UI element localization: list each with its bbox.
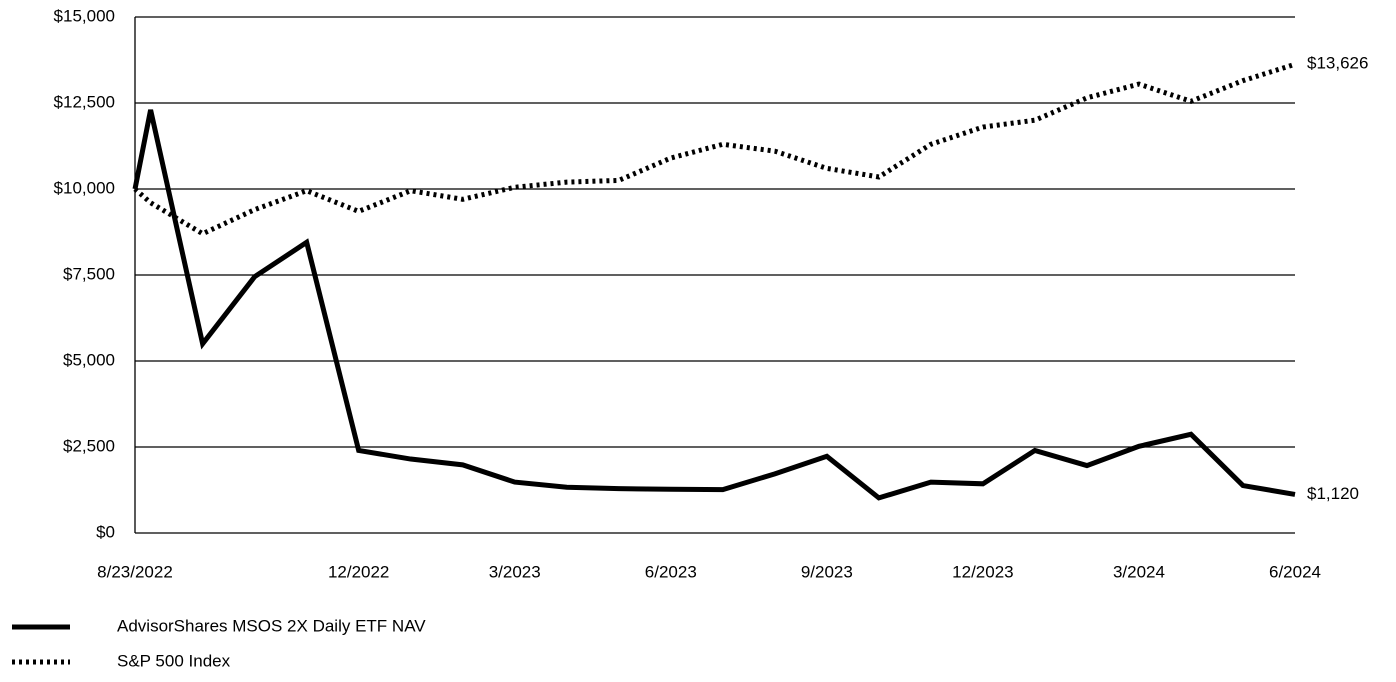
y-tick-label: $5,000 <box>63 350 115 369</box>
x-tick-label: 6/2023 <box>645 562 697 581</box>
value-label: $1,120 <box>1307 484 1359 503</box>
value-label: $13,626 <box>1307 54 1368 73</box>
y-tick-label: $2,500 <box>63 436 115 455</box>
x-tick-label: 3/2023 <box>489 562 541 581</box>
x-tick-label: 9/2023 <box>801 562 853 581</box>
series-line <box>133 61 1296 237</box>
series-line <box>132 109 1296 501</box>
x-tick-label: 12/2023 <box>952 562 1013 581</box>
x-tick-label: 3/2024 <box>1113 562 1165 581</box>
x-tick-label: 6/2024 <box>1269 562 1321 581</box>
y-tick-label: $10,000 <box>54 178 115 197</box>
y-tick-label: $15,000 <box>54 6 115 25</box>
x-tick-label: 8/23/2022 <box>97 562 173 581</box>
y-tick-label: $0 <box>96 522 115 541</box>
y-tick-label: $7,500 <box>63 264 115 283</box>
x-tick-label: 12/2022 <box>328 562 389 581</box>
y-tick-label: $12,500 <box>54 92 115 111</box>
legend-label: S&P 500 Index <box>117 651 231 670</box>
legend-label: AdvisorShares MSOS 2X Daily ETF NAV <box>117 616 426 635</box>
